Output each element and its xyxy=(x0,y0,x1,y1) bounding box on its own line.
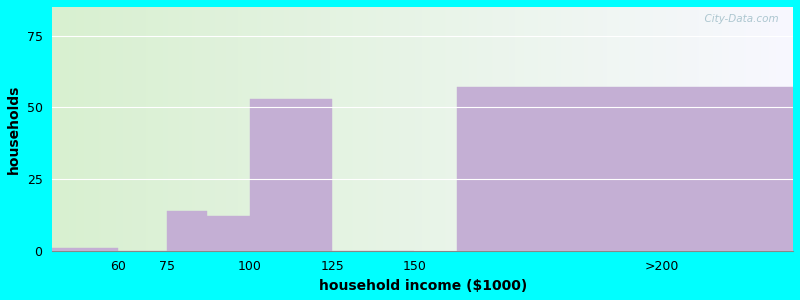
Bar xyxy=(52,248,118,251)
Text: Multirace residents: Multirace residents xyxy=(317,0,483,1)
X-axis label: household income ($1000): household income ($1000) xyxy=(318,279,526,293)
Text: City-Data.com: City-Data.com xyxy=(698,14,778,24)
Bar xyxy=(167,211,207,251)
Bar xyxy=(458,87,793,251)
Y-axis label: households: households xyxy=(7,84,21,173)
Bar xyxy=(207,216,250,251)
Bar xyxy=(250,99,332,251)
